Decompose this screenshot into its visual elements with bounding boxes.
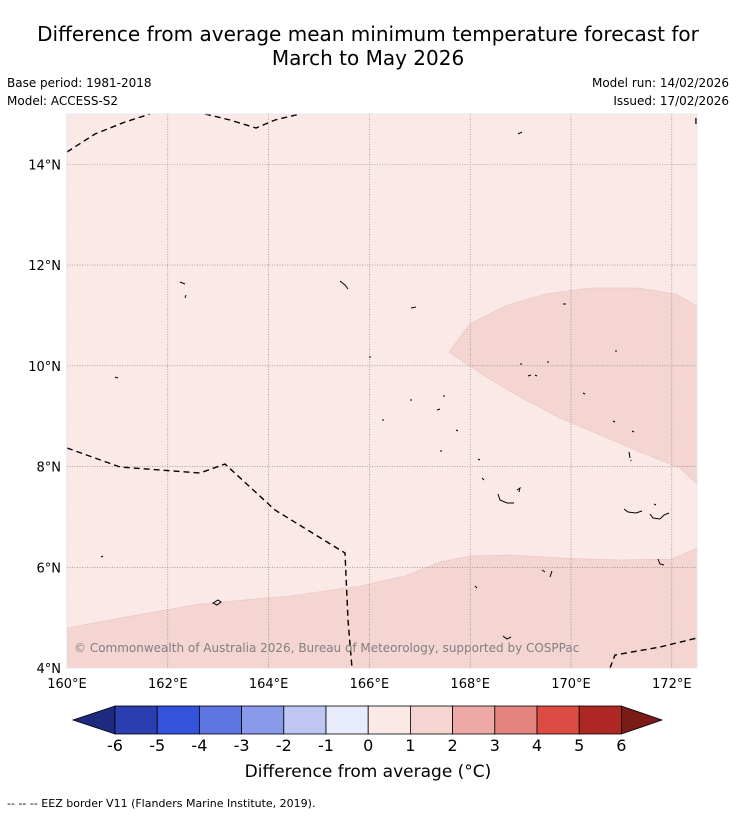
island — [211, 599, 222, 606]
island — [477, 458, 481, 461]
colorbar-label: Difference from average (°C) — [244, 762, 492, 782]
colorbar-swatch — [578, 705, 622, 735]
island — [517, 131, 523, 135]
base-period: Base period: 1981-2018 — [7, 76, 152, 90]
colorbar-swatch — [367, 705, 411, 735]
colorbar-swatch — [494, 705, 538, 735]
title-line-2: March to May 2026 — [271, 46, 465, 70]
latitude-tick-label: 6°N — [37, 561, 62, 576]
island — [612, 420, 616, 423]
island — [481, 477, 485, 481]
eez-border-north-center — [204, 113, 301, 129]
island — [455, 429, 459, 432]
colorbar-tick-label: 1 — [405, 736, 415, 755]
footer-note: -- -- -- EEZ border V11 (Flanders Marine… — [7, 797, 316, 810]
colorbar-swatch — [536, 705, 580, 735]
colorbar-swatch — [156, 705, 200, 735]
island — [100, 555, 104, 558]
colorbar-tick-label: -5 — [149, 736, 165, 755]
colorbar-tick-label: -1 — [318, 736, 334, 755]
latitude-tick-label: 4°N — [37, 662, 62, 677]
colorbar-swatch — [114, 705, 158, 735]
island — [628, 451, 632, 461]
colorbar-tick-label: 2 — [448, 736, 458, 755]
colorbar-tick-label: -3 — [234, 736, 250, 755]
colorbar-swatch — [452, 705, 496, 735]
island — [527, 374, 538, 377]
islands — [100, 131, 670, 640]
longitude-tick-label: 160°E — [47, 677, 87, 692]
colorbar-tick-label: -2 — [276, 736, 292, 755]
colorbar-swatch — [409, 705, 453, 735]
longitude-tick-label: 162°E — [148, 677, 188, 692]
meta-right: Model run: 14/02/2026 Issued: 17/02/2026 — [592, 74, 729, 110]
longitude-tick-label: 164°E — [249, 677, 289, 692]
island — [474, 585, 478, 589]
colorbar-tick-label: 3 — [490, 736, 500, 755]
island — [410, 306, 417, 309]
island — [541, 569, 553, 578]
eez-borders — [66, 113, 698, 669]
latitude-tick-label: 12°N — [28, 259, 61, 274]
island — [582, 392, 586, 395]
colorbar-extend-high — [621, 705, 664, 735]
colorbar-swatches — [71, 705, 664, 735]
colorbar-swatch — [198, 705, 242, 735]
island — [653, 503, 657, 506]
colorbar-swatch — [325, 705, 369, 735]
colorbar-tick-label: 4 — [532, 736, 542, 755]
title-line-1: Difference from average mean minimum tem… — [37, 22, 699, 46]
longitude-tick-label: 172°E — [652, 677, 692, 692]
colorbar-extend-low — [71, 705, 116, 735]
island — [497, 493, 514, 504]
map-frame — [66, 113, 698, 669]
colorbar-tick-label: 0 — [363, 736, 373, 755]
island — [631, 430, 635, 433]
island — [179, 281, 186, 285]
gridlines — [66, 114, 697, 668]
latitude-tick-label: 8°N — [37, 461, 62, 476]
copyright-watermark: © Commonwealth of Australia 2026, Bureau… — [74, 641, 579, 655]
colorbar-swatch — [283, 705, 327, 735]
colorbar-tick-label: 5 — [574, 736, 584, 755]
island — [649, 512, 670, 520]
longitude-tick-label: 170°E — [551, 677, 591, 692]
colorbar-swatch — [241, 705, 285, 735]
longitude-tick-label: 168°E — [450, 677, 490, 692]
colorbar-tick-label: 6 — [616, 736, 626, 755]
island — [339, 280, 349, 290]
map-title: Difference from average mean minimum tem… — [0, 22, 736, 70]
island — [502, 635, 512, 640]
island — [184, 294, 187, 299]
island — [623, 508, 643, 514]
issued-date: Issued: 17/02/2026 — [613, 94, 729, 108]
model-run: Model run: 14/02/2026 — [591, 76, 729, 90]
island — [657, 558, 665, 566]
model-name: Model: ACCESS-S2 — [7, 94, 119, 108]
colorbar-tick-label: -4 — [191, 736, 207, 755]
map: © Commonwealth of Australia 2026, Bureau… — [28, 113, 698, 692]
longitude-tick-label: 166°E — [350, 677, 390, 692]
longitude-labels: 160°E 162°E 164°E 166°E 168°E 170°E 172°E — [47, 677, 691, 692]
colorbar-ticks: -6 -5 -4 -3 -2 -1 0 1 2 3 4 5 6 — [107, 736, 626, 755]
latitude-labels: 4°N 6°N 8°N 10°N 12°N 14°N — [28, 158, 61, 677]
island — [436, 408, 441, 411]
colorbar: -6 -5 -4 -3 -2 -1 0 1 2 3 4 5 6 — [71, 705, 664, 755]
meta-left: Base period: 1981-2018 Model: ACCESS-S2 — [7, 74, 152, 110]
latitude-tick-label: 14°N — [28, 158, 61, 173]
island — [516, 486, 521, 493]
island — [114, 376, 119, 379]
latitude-tick-label: 10°N — [28, 360, 61, 375]
colorbar-tick-label: -6 — [107, 736, 123, 755]
